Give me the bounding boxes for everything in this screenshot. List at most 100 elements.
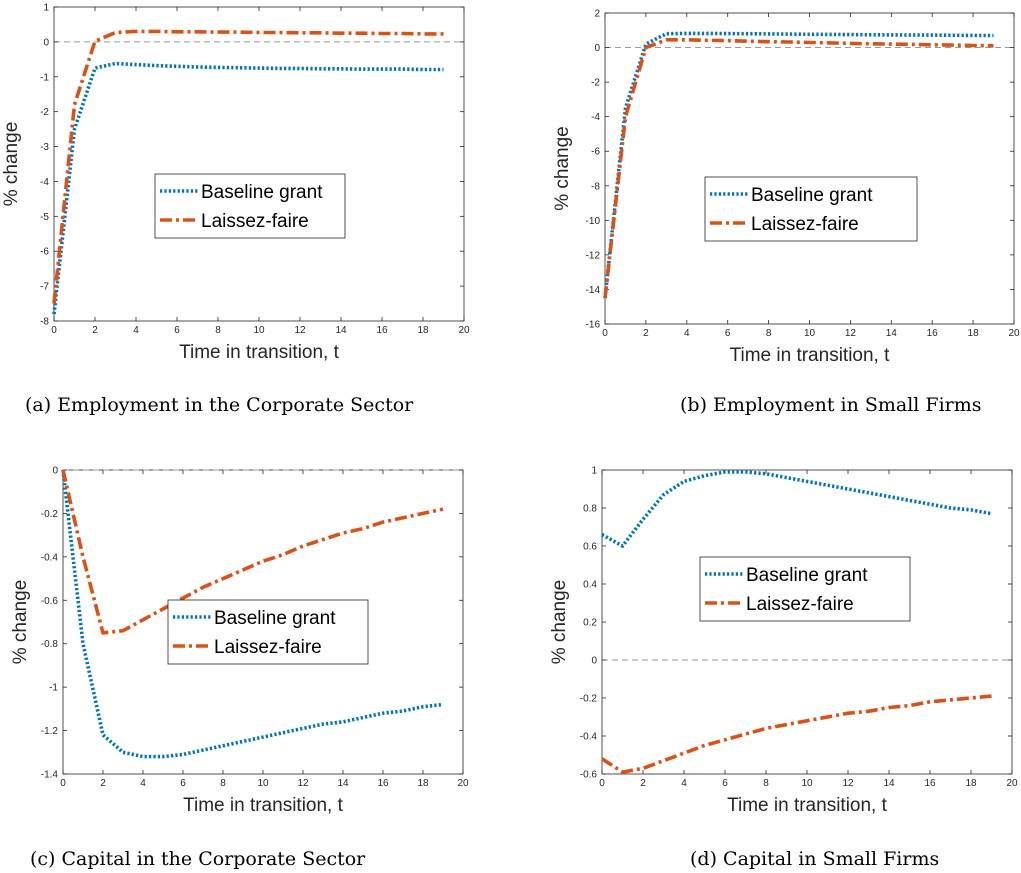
y-tick-label: -0.4 bbox=[41, 552, 59, 563]
y-tick-label: -0.2 bbox=[41, 509, 59, 520]
series-line-baseline-grant bbox=[603, 31, 994, 299]
legend-box bbox=[154, 173, 346, 239]
legend-label: Laissez-faire bbox=[751, 214, 859, 235]
x-tick-label: 20 bbox=[458, 325, 470, 336]
x-tick-label: 18 bbox=[417, 325, 429, 336]
y-tick-label: 0.6 bbox=[583, 542, 597, 553]
y-tick-label: -3 bbox=[40, 142, 49, 153]
y-tick-label: -8 bbox=[591, 181, 600, 192]
panel-b: 0 2 4 6 8 10 12 14 16 18 20 -16 -14 -12 -10 -8 -6 -4 -2 0 2 T… bbox=[552, 9, 1020, 417]
x-tick-label: 8 bbox=[220, 778, 226, 789]
legend-label: Baseline grant bbox=[201, 182, 323, 203]
y-tick-label: -10 bbox=[586, 216, 601, 227]
axes-box bbox=[601, 469, 1013, 775]
legend: Baseline grant Laissez-faire bbox=[167, 599, 369, 665]
y-tick-label: 0.4 bbox=[583, 580, 597, 591]
legend-label: Laissez-faire bbox=[746, 594, 854, 615]
x-tick-label: 8 bbox=[766, 328, 772, 339]
x-axis-label: Time in transition, t bbox=[727, 795, 888, 816]
panel-a: 0 2 4 6 8 10 12 14 16 18 20 -8 -7 -6 -5 -4 -3 -2 -1 0 1 Time … bbox=[1, 3, 470, 417]
y-tick-label: -4 bbox=[591, 112, 600, 123]
y-tick-label: -4 bbox=[40, 177, 49, 188]
y-tick-label: 0 bbox=[594, 43, 600, 54]
x-tick-label: 2 bbox=[92, 325, 98, 336]
y-tick-label: 2 bbox=[594, 9, 600, 20]
y-tick-label: -6 bbox=[40, 247, 49, 258]
y-axis-label: % change bbox=[10, 580, 31, 665]
y-tick-label: -1 bbox=[49, 683, 58, 694]
x-tick-label: 8 bbox=[215, 325, 221, 336]
x-axis-label: Time in transition, t bbox=[179, 342, 340, 363]
y-tick-label: -0.8 bbox=[41, 639, 59, 650]
x-tick-label: 4 bbox=[684, 328, 690, 339]
x-tick-label: 4 bbox=[133, 325, 139, 336]
y-tick-label: -0.6 bbox=[580, 770, 598, 781]
x-tick-label: 2 bbox=[100, 778, 106, 789]
y-tick-label: 0 bbox=[52, 466, 58, 477]
y-tick-label: 1 bbox=[591, 466, 597, 477]
y-tick-label: 0 bbox=[43, 37, 49, 48]
legend-label: Laissez-faire bbox=[214, 637, 322, 658]
x-tick-label: 6 bbox=[725, 328, 731, 339]
x-tick-label: 2 bbox=[640, 778, 646, 789]
series-line-baseline-grant bbox=[61, 469, 444, 759]
y-tick-label: -6 bbox=[591, 147, 600, 158]
panel-c: 0 2 4 6 8 10 12 14 16 18 20 -1.4 -1.2 -1 -0.8 -0.6 -0.4 -… bbox=[10, 466, 469, 871]
legend: Baseline grant Laissez-faire bbox=[154, 173, 346, 239]
x-tick-label: 12 bbox=[297, 778, 309, 789]
legend-label: Baseline grant bbox=[751, 185, 873, 206]
axes-box bbox=[53, 6, 465, 322]
x-tick-label: 10 bbox=[801, 778, 813, 789]
legend-label: Laissez-faire bbox=[201, 211, 309, 232]
x-tick-label: 12 bbox=[294, 325, 306, 336]
y-tick-label: -12 bbox=[586, 250, 601, 261]
legend-box bbox=[167, 599, 369, 665]
y-axis-label: % change bbox=[552, 126, 573, 211]
y-tick-label: -8 bbox=[40, 317, 49, 328]
series-line-laissez-faire bbox=[601, 694, 992, 774]
y-tick-label: -2 bbox=[40, 107, 49, 118]
x-tick-label: 2 bbox=[643, 328, 649, 339]
series-line-laissez-faire bbox=[603, 37, 994, 299]
x-tick-label: 10 bbox=[804, 328, 816, 339]
y-axis-label: % change bbox=[549, 580, 570, 665]
x-tick-label: 12 bbox=[845, 328, 857, 339]
legend-box bbox=[704, 176, 918, 242]
y-tick-label: -16 bbox=[586, 320, 601, 331]
x-tick-label: 6 bbox=[722, 778, 728, 789]
x-tick-label: 4 bbox=[681, 778, 687, 789]
y-tick-label: 0.2 bbox=[583, 618, 597, 629]
x-tick-label: 20 bbox=[1008, 328, 1020, 339]
y-tick-label: -0.6 bbox=[41, 596, 59, 607]
panel-caption: (b) Employment in Small Firms bbox=[680, 394, 982, 416]
y-tick-label: 0.8 bbox=[583, 504, 597, 515]
x-tick-label: 18 bbox=[968, 328, 980, 339]
x-tick-label: 6 bbox=[180, 778, 186, 789]
panel-caption: (c) Capital in the Corporate Sector bbox=[30, 848, 366, 870]
y-tick-label: -1.4 bbox=[41, 770, 59, 781]
panel-caption: (a) Employment in the Corporate Sector bbox=[25, 394, 414, 416]
y-tick-label: -5 bbox=[40, 212, 49, 223]
x-tick-label: 10 bbox=[253, 325, 265, 336]
x-tick-label: 16 bbox=[924, 778, 936, 789]
legend-label: Baseline grant bbox=[746, 565, 868, 586]
x-tick-label: 20 bbox=[457, 778, 469, 789]
x-tick-label: 20 bbox=[1006, 778, 1018, 789]
x-tick-label: 18 bbox=[965, 778, 977, 789]
legend-box bbox=[699, 556, 911, 622]
x-tick-label: 10 bbox=[257, 778, 269, 789]
x-tick-label: 16 bbox=[377, 778, 389, 789]
x-tick-label: 14 bbox=[883, 778, 895, 789]
series-line-baseline-grant bbox=[601, 470, 992, 548]
x-tick-label: 14 bbox=[337, 778, 349, 789]
y-tick-label: -14 bbox=[586, 285, 601, 296]
x-tick-label: 14 bbox=[886, 328, 898, 339]
x-tick-label: 0 bbox=[60, 778, 66, 789]
x-tick-label: 8 bbox=[763, 778, 769, 789]
x-tick-label: 6 bbox=[174, 325, 180, 336]
x-axis-label: Time in transition, t bbox=[730, 345, 891, 366]
x-tick-label: 16 bbox=[927, 328, 939, 339]
axes-box bbox=[604, 12, 1015, 325]
y-axis-label: % change bbox=[1, 122, 22, 207]
series-line-baseline-grant bbox=[52, 61, 444, 315]
